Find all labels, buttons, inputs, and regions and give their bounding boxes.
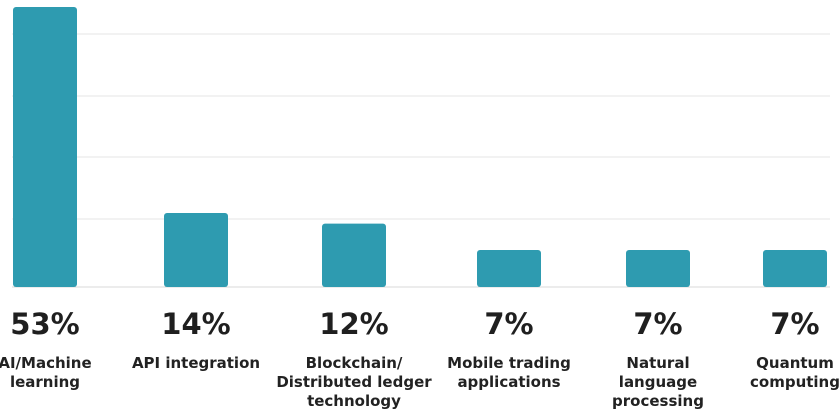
bar: [763, 250, 827, 287]
category-label-line: technology: [307, 392, 401, 410]
category-label-line: computing: [750, 373, 840, 391]
category-label-layer: AI/Machine learning API integration Blockch…: [0, 354, 840, 410]
category-label-line: Natural: [626, 354, 689, 372]
data-label: 7%: [484, 307, 533, 341]
category-label: Quantum computing: [750, 354, 840, 391]
category-label-line: learning: [10, 373, 80, 391]
category-label-line: API integration: [132, 354, 260, 372]
category-label: Mobile trading applications: [447, 354, 571, 391]
value-label-layer: 53% 14% 12% 7% 7% 7%: [10, 307, 819, 341]
bar: [322, 223, 386, 287]
category-label-line: AI/Machine: [0, 354, 92, 372]
bar: [13, 7, 77, 287]
category-label-line: language: [619, 373, 697, 391]
bar-layer: [13, 7, 827, 287]
category-label-line: processing: [612, 392, 704, 410]
category-label-line: applications: [457, 373, 560, 391]
data-label: 7%: [633, 307, 682, 341]
data-label: 53%: [10, 307, 79, 341]
category-label: AI/Machine learning: [0, 354, 92, 391]
bar: [477, 250, 541, 287]
category-label: Natural language processing: [612, 354, 704, 410]
bar: [626, 250, 690, 287]
data-label: 7%: [770, 307, 819, 341]
category-label-line: Distributed ledger: [276, 373, 432, 391]
category-label-line: Blockchain/: [306, 354, 403, 372]
data-label: 12%: [319, 307, 388, 341]
bar: [164, 213, 228, 287]
category-label-line: Quantum: [756, 354, 834, 372]
grid-layer: [12, 33, 830, 288]
category-label: Blockchain/Distributed ledger technology: [276, 354, 432, 410]
category-label-line: Mobile trading: [447, 354, 571, 372]
data-label: 14%: [161, 307, 230, 341]
category-label: API integration: [132, 354, 260, 372]
